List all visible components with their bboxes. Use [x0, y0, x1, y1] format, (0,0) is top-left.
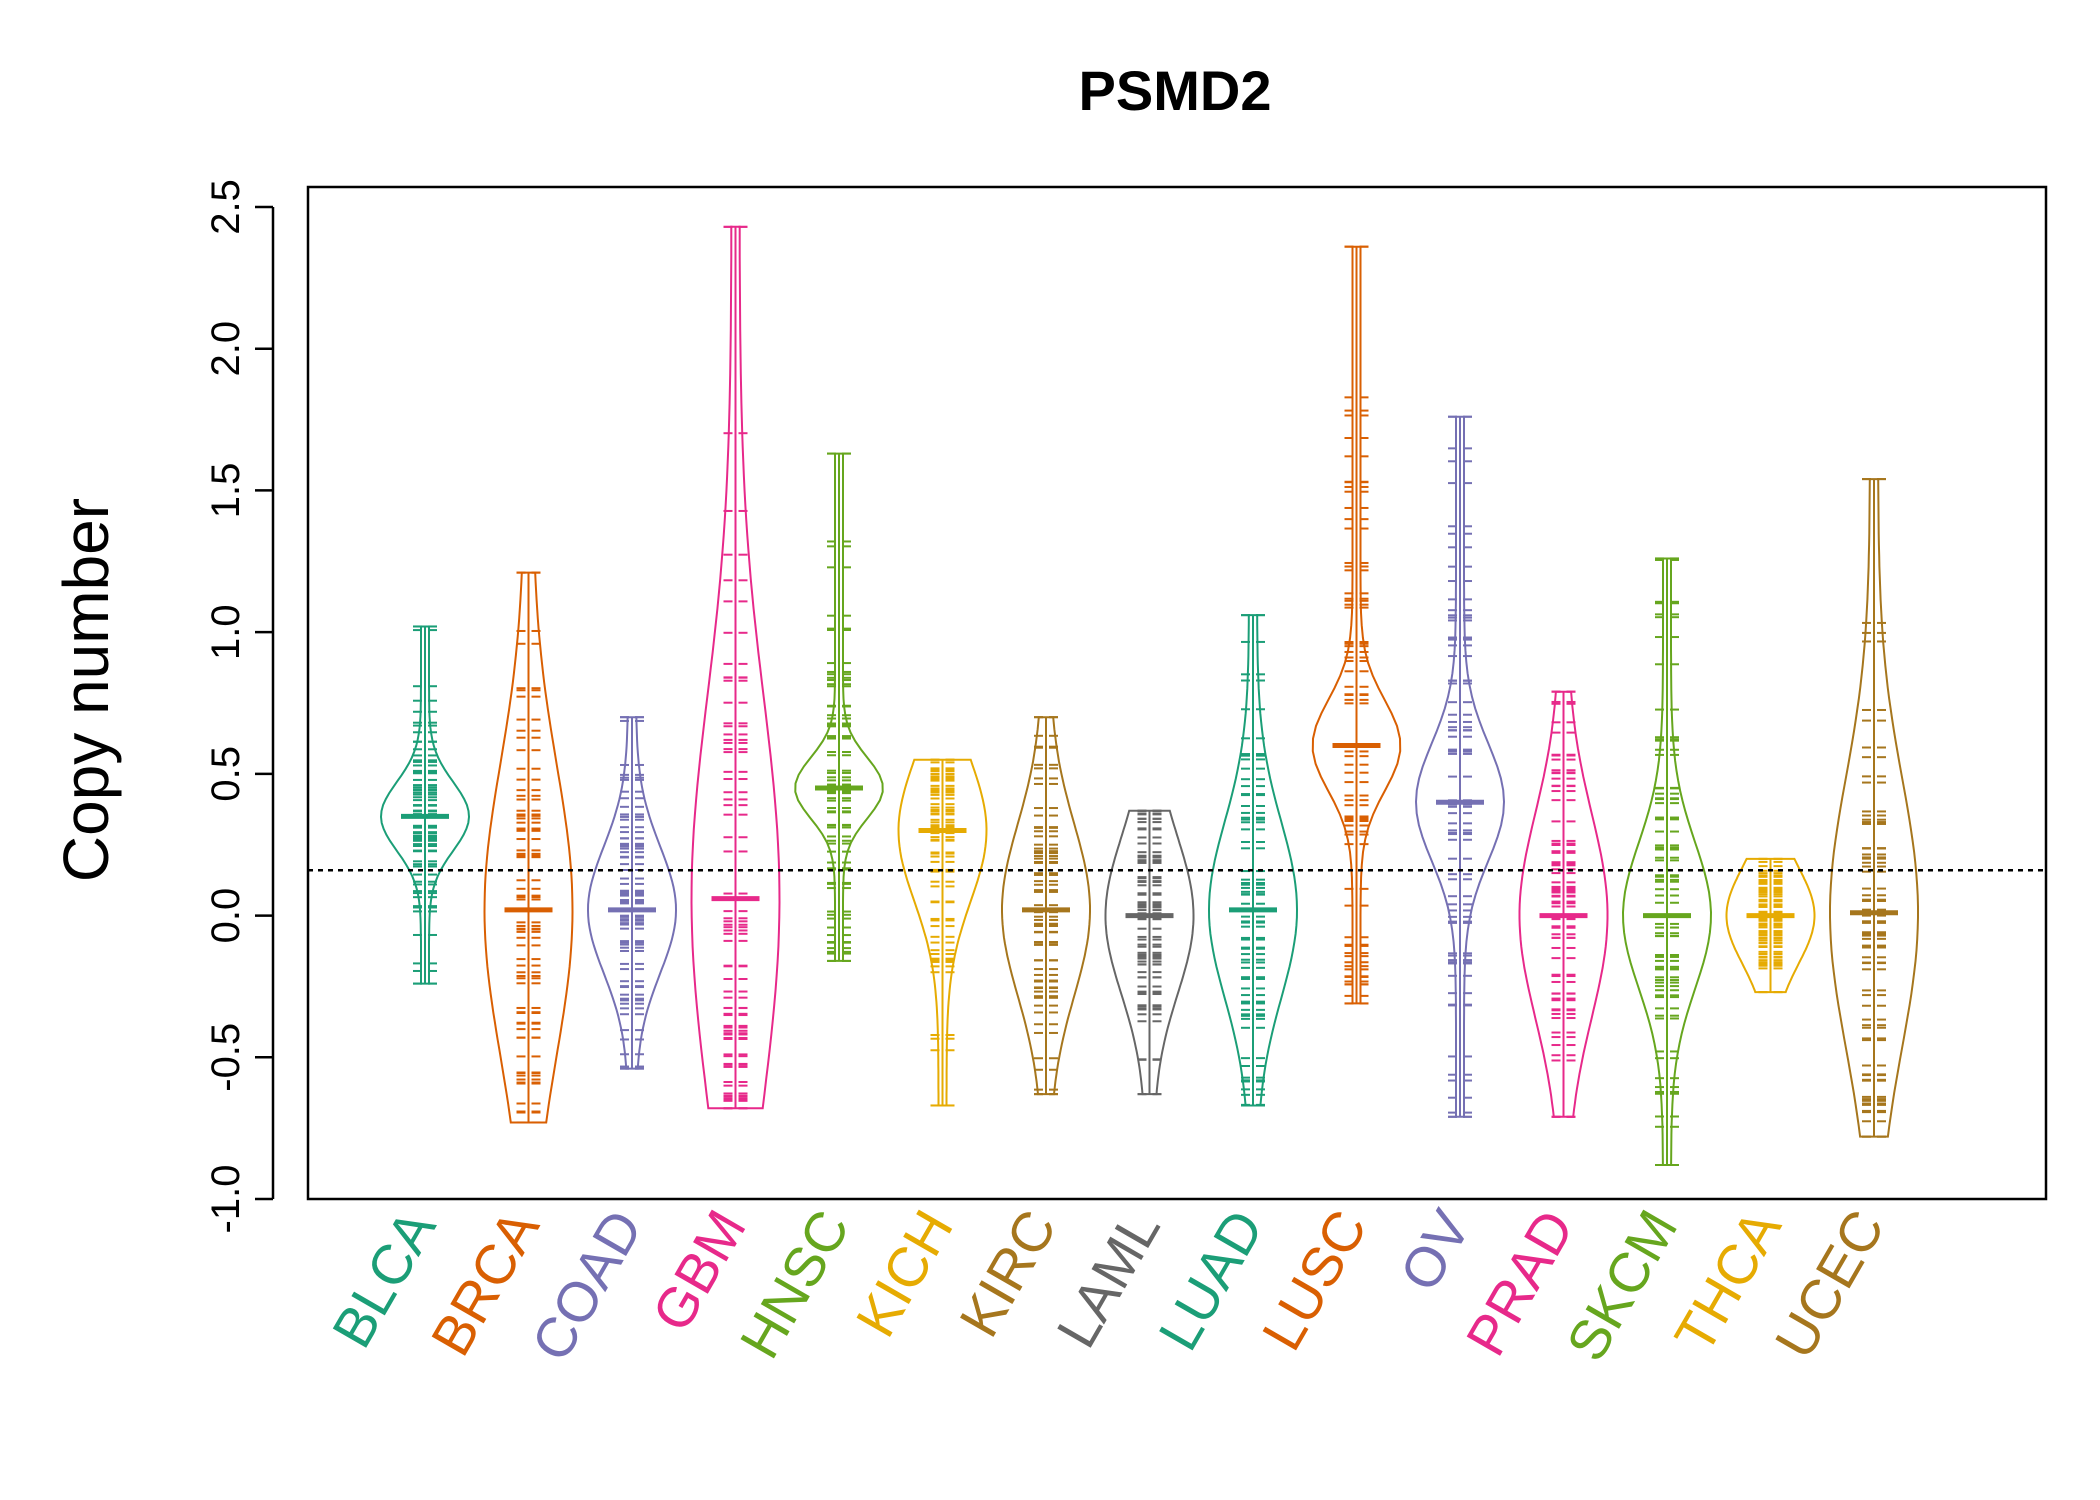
x-category-label: HNSC: [727, 1200, 861, 1369]
chart-title: PSMD2: [1079, 59, 1272, 122]
bean-ov: [1414, 415, 1506, 1118]
plot-frame: [306, 185, 2048, 1201]
bean-brca: [483, 571, 574, 1124]
bean-density-outline: [897, 758, 988, 1107]
bean-prad: [1518, 690, 1609, 1118]
x-category-label: UCEC: [1762, 1200, 1896, 1369]
y-tick-label: 1.0: [204, 604, 248, 660]
bean-ucec: [1829, 478, 1919, 1138]
bean-thca: [1725, 857, 1816, 994]
bean-kirc: [1001, 716, 1091, 1096]
bean-hnsc: [794, 452, 884, 962]
y-tick-label: 2.5: [204, 179, 248, 235]
x-category-label: LAML: [1044, 1200, 1172, 1358]
y-axis: -1.0 -0.5 0.0 0.5 1.0 1.5 2.0 2.5: [204, 179, 275, 1234]
x-category-label: LUAD: [1146, 1200, 1275, 1361]
y-tick-label: 2.0: [204, 321, 248, 377]
bean-group: [379, 225, 1919, 1166]
bean-coad: [586, 716, 678, 1070]
bean-lusc: [1311, 245, 1402, 1005]
bean-skcm: [1621, 557, 1713, 1166]
y-tick-label: 0.0: [204, 888, 248, 944]
x-category-label: LUSC: [1250, 1200, 1379, 1361]
y-tick-label: -1.0: [204, 1165, 248, 1234]
bean-blca: [379, 625, 471, 985]
y-tick-label: -0.5: [204, 1023, 248, 1092]
bean-laml: [1104, 809, 1195, 1096]
bean-luad: [1207, 614, 1299, 1107]
bean-density-outline: [1104, 809, 1195, 1096]
y-tick-label: 0.5: [204, 746, 248, 802]
x-category-label: OV: [1387, 1199, 1482, 1301]
bean-kich: [897, 758, 988, 1107]
bean-density-outline: [1725, 857, 1816, 994]
y-tick-label: 1.5: [204, 463, 248, 519]
x-category-label: KICH: [843, 1200, 964, 1347]
bean-gbm: [690, 225, 781, 1110]
y-axis-label: Copy number: [50, 498, 122, 882]
